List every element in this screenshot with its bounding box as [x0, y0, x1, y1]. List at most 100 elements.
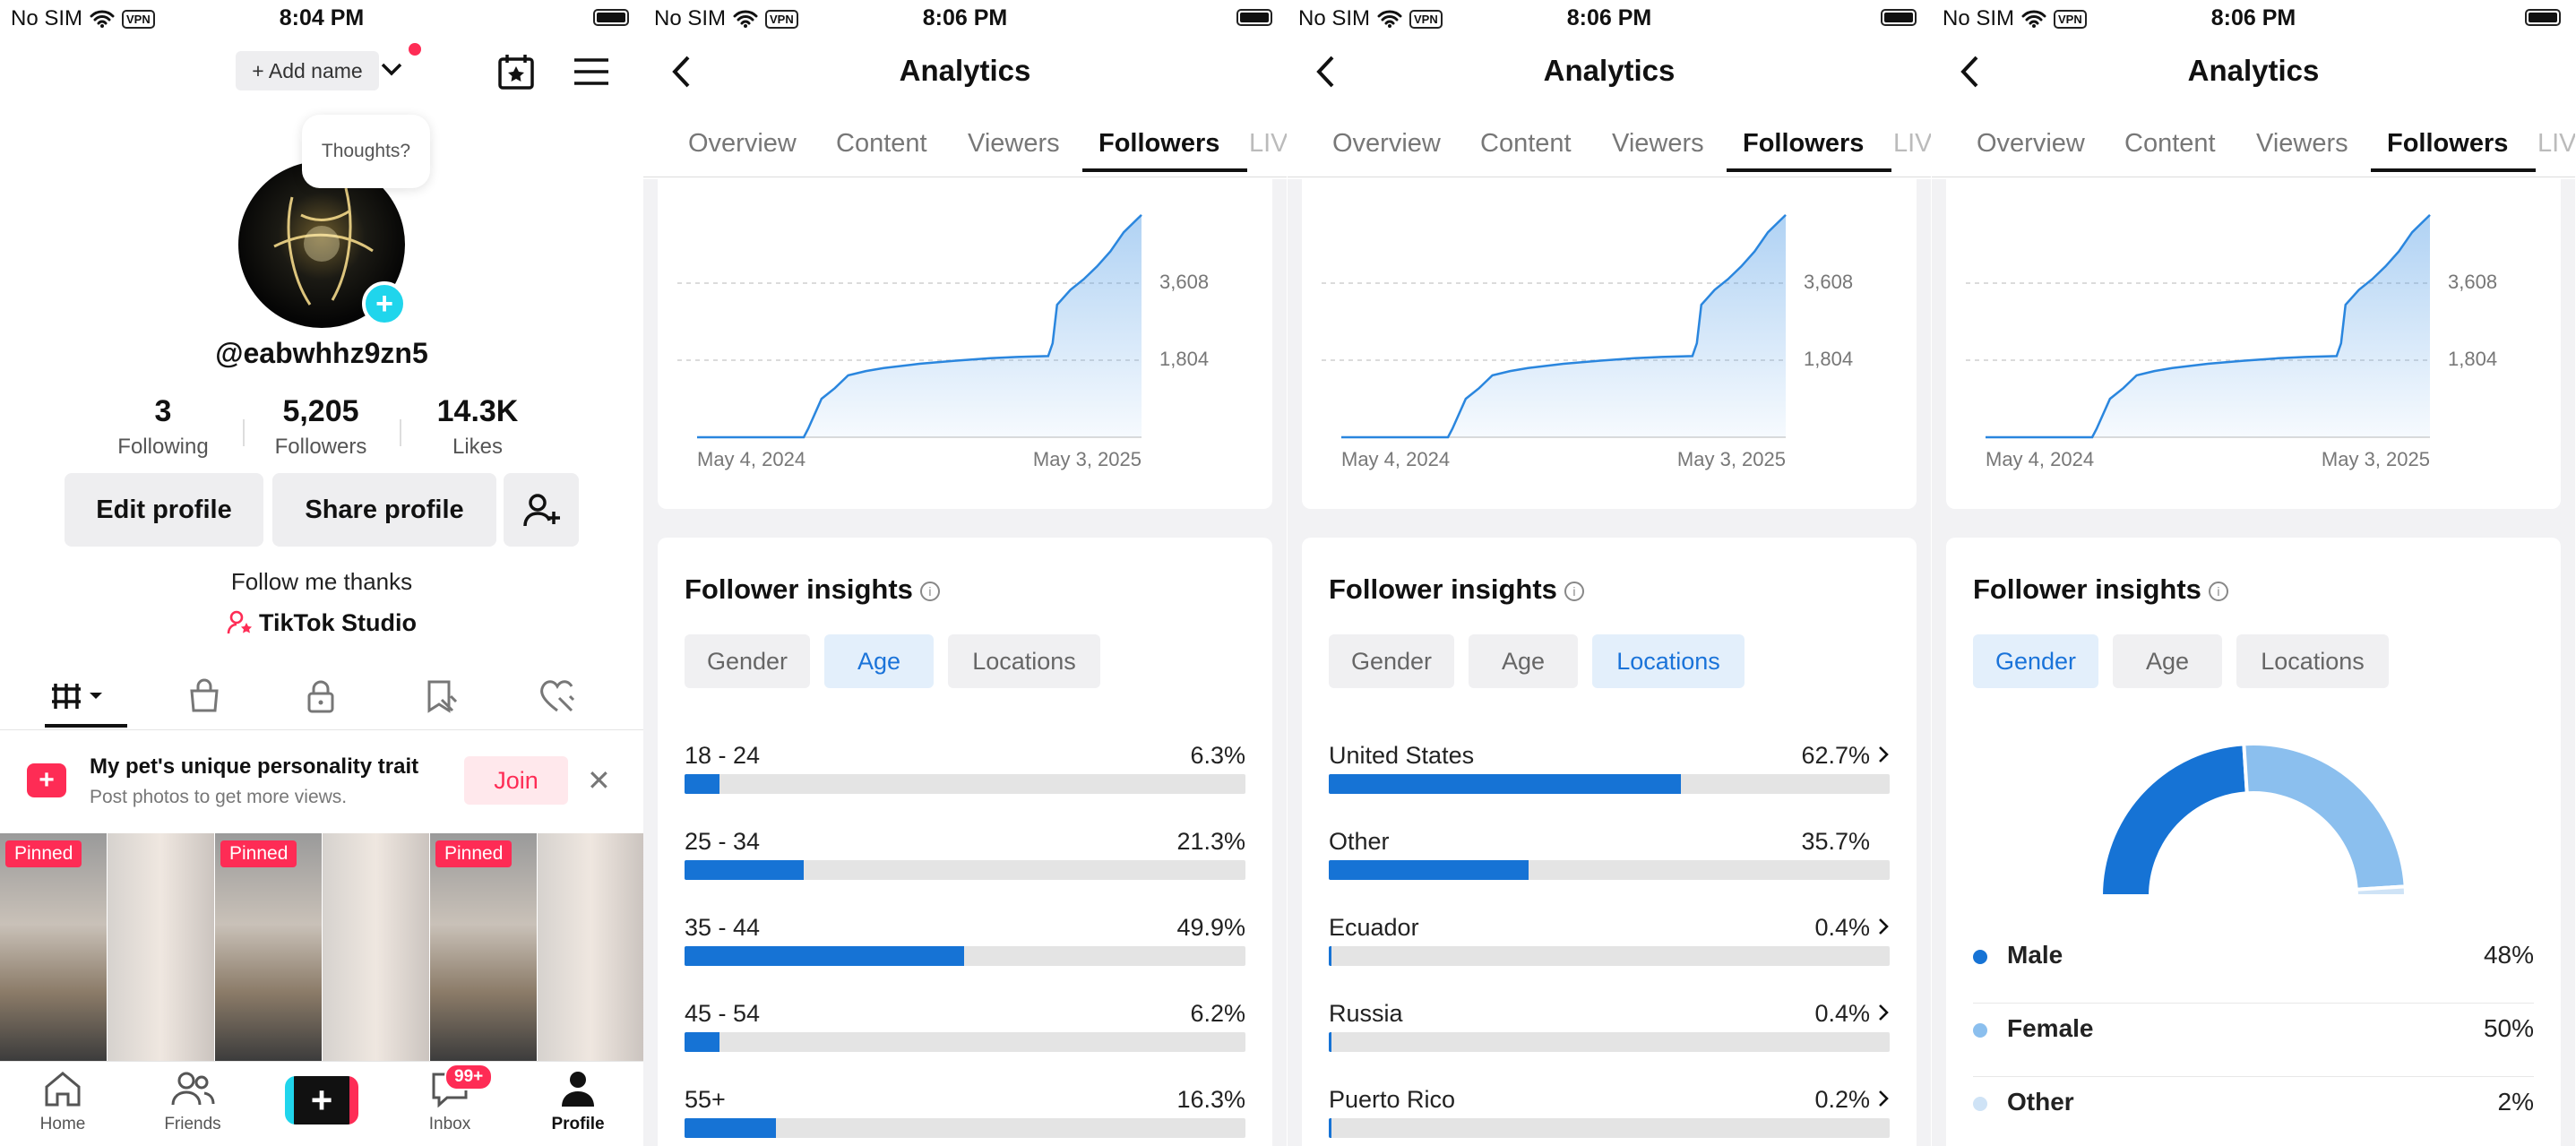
status-time: 8:04 PM	[279, 5, 365, 30]
lock-icon	[307, 680, 334, 713]
chevron-right-icon[interactable]	[1877, 1088, 1890, 1114]
nav-profile[interactable]: Profile	[533, 1069, 623, 1134]
legend-row: Female 50%	[1973, 996, 2534, 1077]
tab-shop[interactable]	[168, 665, 240, 728]
x-tick-label: May 4, 2024	[1341, 448, 1450, 470]
chip-locations[interactable]: Locations	[1592, 634, 1745, 688]
video-thumbnail[interactable]: Pinned	[0, 833, 107, 1061]
x-tick-label: May 3, 2025	[2322, 448, 2430, 470]
bar-track	[1329, 860, 1890, 880]
share-profile-button[interactable]: Share profile	[272, 473, 496, 547]
add-friend-button[interactable]	[504, 473, 579, 547]
followers-line-chart: 1,804 3,608 May 4, 2024 May 3, 2025	[677, 213, 1209, 470]
bar-track	[1329, 946, 1890, 966]
chip-age[interactable]: Age	[824, 634, 934, 688]
chip-age[interactable]: Age	[1469, 634, 1578, 688]
video-thumbnail[interactable]: Pinned	[215, 833, 322, 1061]
legend-dot	[1973, 1023, 1987, 1038]
chip-locations[interactable]: Locations	[2236, 634, 2389, 688]
tab-liked[interactable]	[521, 665, 593, 728]
tab-videos[interactable]	[48, 665, 120, 728]
chip-gender[interactable]: Gender	[1973, 634, 2098, 688]
username: @eabwhhz9zn5	[215, 337, 428, 369]
active-tab-indicator	[45, 724, 127, 728]
back-arrow-icon[interactable]	[1959, 54, 1982, 94]
add-avatar-icon[interactable]: +	[362, 281, 407, 326]
chevron-right-icon[interactable]	[1877, 916, 1890, 942]
series-line	[697, 213, 1142, 439]
chip-locations[interactable]: Locations	[948, 634, 1100, 688]
stat-number: 5,205	[282, 394, 359, 428]
stat-followers[interactable]: 5,205 Followers	[249, 394, 392, 460]
add-name-button[interactable]: + Add name	[236, 51, 379, 90]
back-arrow-icon[interactable]	[670, 54, 694, 94]
stat-following[interactable]: 3 Following	[91, 394, 235, 460]
tab-followers[interactable]: Followers	[1098, 129, 1220, 158]
thoughts-bubble[interactable]: Thoughts?	[302, 115, 430, 188]
video-thumbnail[interactable]: Pinned	[430, 833, 537, 1061]
info-icon[interactable]: i	[919, 582, 940, 601]
tab-live[interactable]: LIVE	[2537, 129, 2575, 158]
chevron-down-icon[interactable]	[380, 54, 403, 84]
info-icon[interactable]: i	[2208, 582, 2228, 601]
bar-fill	[685, 946, 965, 966]
tab-overview[interactable]: Overview	[688, 129, 797, 158]
stat-likes[interactable]: 14.3K Likes	[406, 394, 549, 460]
tab-content[interactable]: Content	[1480, 129, 1572, 158]
status-time: 8:06 PM	[1566, 5, 1652, 30]
donut-slice-female	[2242, 742, 2408, 892]
video-grid: Pinned Pinned Pinned	[0, 833, 643, 1061]
chip-age[interactable]: Age	[2113, 634, 2222, 688]
tab-live[interactable]: LIVE	[1249, 129, 1287, 158]
wifi-icon	[2021, 10, 2046, 28]
bar-row[interactable]: Russia 0.4%	[1329, 1000, 1890, 1086]
tab-viewers[interactable]: Viewers	[968, 129, 1060, 158]
video-thumbnail[interactable]	[538, 833, 643, 1061]
analytics-screen-gender: No SIM VPN 8:06 PM Analytics Overview Co…	[1932, 0, 2575, 1146]
pinned-badge: Pinned	[5, 840, 82, 867]
tab-content[interactable]: Content	[836, 129, 927, 158]
chip-gender[interactable]: Gender	[1329, 634, 1454, 688]
promo-banner[interactable]: + My pet's unique personality trait Post…	[0, 737, 643, 826]
bar-value-label: 6.3%	[1190, 742, 1245, 769]
chevron-right-icon[interactable]	[1877, 744, 1890, 770]
promo-subtitle: Post photos to get more views.	[90, 787, 348, 807]
create-button[interactable]: +	[285, 1076, 358, 1124]
join-button[interactable]: Join	[464, 756, 568, 805]
tab-reposts[interactable]	[405, 665, 477, 728]
tab-followers[interactable]: Followers	[2387, 129, 2509, 158]
bar-row[interactable]: Other 35.7%	[1329, 828, 1890, 914]
nav-label: Home	[39, 1115, 86, 1133]
calendar-star-icon[interactable]	[495, 50, 538, 93]
nav-friends[interactable]: Friends	[148, 1069, 237, 1134]
tab-viewers[interactable]: Viewers	[1612, 129, 1704, 158]
tab-overview[interactable]: Overview	[1977, 129, 2085, 158]
tab-followers[interactable]: Followers	[1743, 129, 1865, 158]
video-thumbnail[interactable]	[108, 833, 214, 1061]
tab-private[interactable]	[285, 665, 357, 728]
tiktok-studio-link[interactable]: TikTok Studio	[0, 609, 643, 637]
chip-gender[interactable]: Gender	[685, 634, 810, 688]
back-arrow-icon[interactable]	[1314, 54, 1338, 94]
legend-dot	[1973, 950, 1987, 964]
bar-row[interactable]: Ecuador 0.4%	[1329, 914, 1890, 1000]
x-tick-label: May 3, 2025	[1033, 448, 1142, 470]
chevron-right-icon[interactable]	[1877, 1002, 1890, 1028]
tab-live[interactable]: LIVE	[1893, 129, 1931, 158]
tab-content[interactable]: Content	[2124, 129, 2216, 158]
insights-title: Follower insights i	[1329, 573, 1584, 606]
video-thumbnail[interactable]	[323, 833, 429, 1061]
bar-row[interactable]: Puerto Rico 0.2%	[1329, 1086, 1890, 1146]
nav-home[interactable]: Home	[18, 1069, 108, 1134]
close-icon[interactable]: ✕	[587, 764, 611, 797]
analytics-screen-age: No SIM VPN 8:06 PM Analytics Overview Co…	[643, 0, 1287, 1146]
edit-profile-button[interactable]: Edit profile	[65, 473, 263, 547]
bar-label: 25 - 34	[685, 828, 761, 855]
followers-chart-card: 1,804 3,608 May 4, 2024 May 3, 2025	[658, 179, 1272, 509]
tab-overview[interactable]: Overview	[1332, 129, 1441, 158]
menu-icon[interactable]	[570, 52, 613, 91]
tab-viewers[interactable]: Viewers	[2256, 129, 2348, 158]
info-icon[interactable]: i	[1564, 582, 1584, 601]
bar-row[interactable]: United States 62.7%	[1329, 742, 1890, 828]
bar-label: Other	[1329, 828, 1390, 855]
